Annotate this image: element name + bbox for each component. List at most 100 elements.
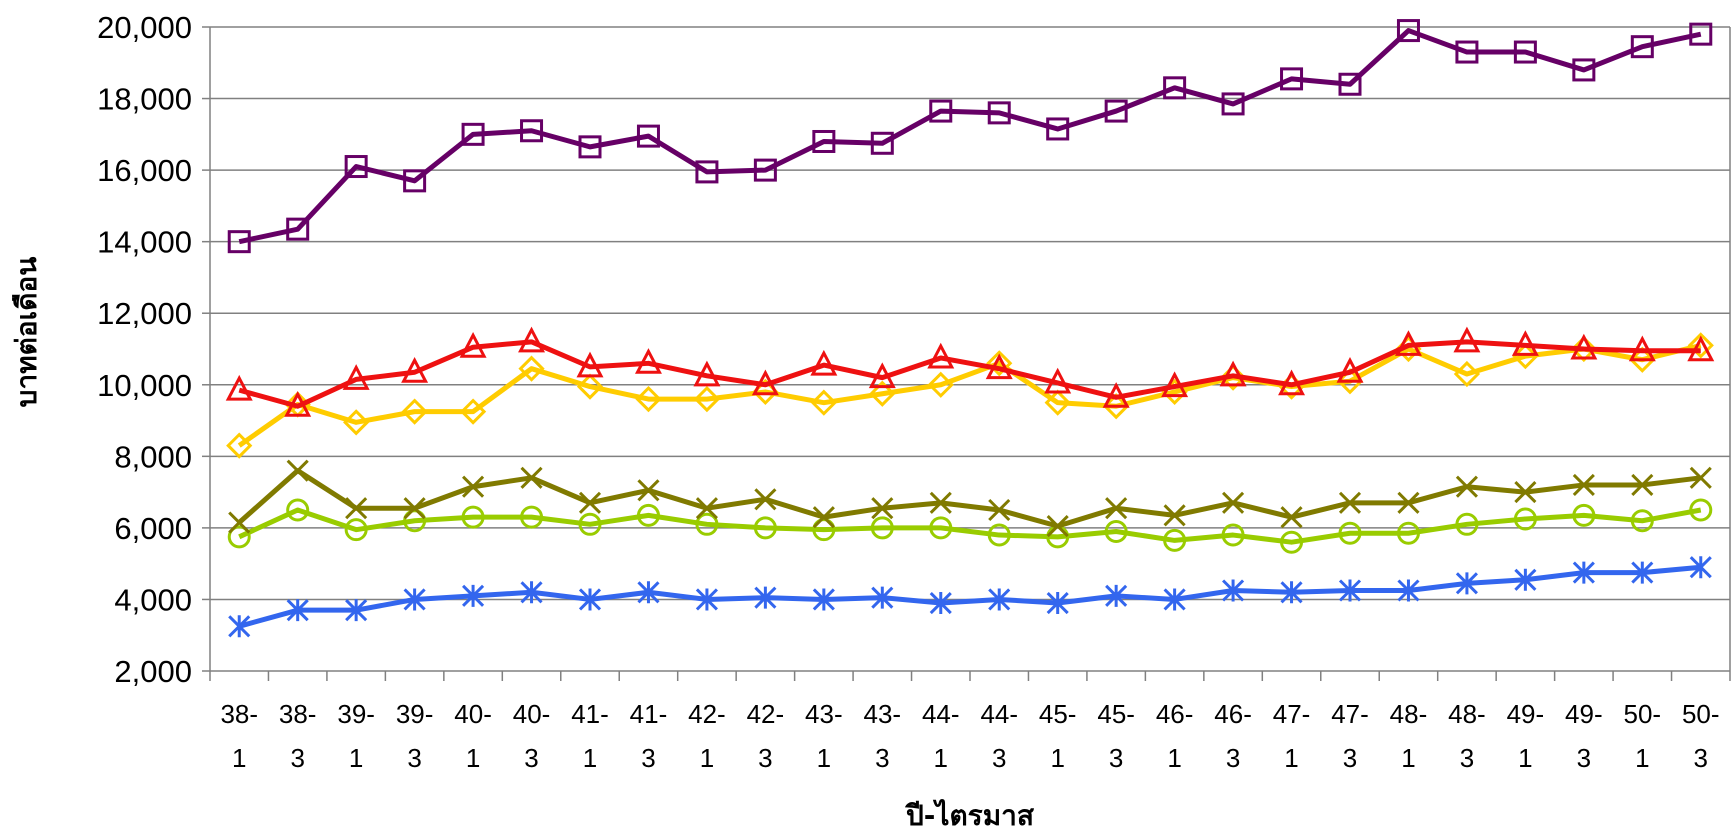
series-group [225, 19, 1715, 638]
data-point-marker [576, 373, 604, 400]
data-point-marker [1044, 367, 1072, 394]
x-tick-label-year: 38- [279, 699, 317, 729]
data-point-marker [1572, 58, 1596, 82]
x-tick-label-quarter: 3 [758, 743, 772, 773]
series-asterisk [228, 556, 1712, 638]
x-tick-label-year: 41- [571, 699, 609, 729]
data-point-marker [695, 512, 719, 536]
x-axis-title: ปี-ไตรมาส [904, 799, 1035, 832]
data-point-marker [459, 398, 487, 425]
x-tick-label-quarter: 3 [875, 743, 889, 773]
data-point-marker [1222, 579, 1245, 602]
data-point-marker [1338, 521, 1362, 545]
data-point-marker [1689, 556, 1712, 579]
data-point-marker [1689, 466, 1712, 489]
data-point-marker [1572, 473, 1595, 497]
x-tick-label-year: 42- [747, 699, 785, 729]
data-point-marker [1105, 497, 1128, 520]
x-tick-label-year: 45- [1097, 699, 1135, 729]
x-tick-label-year: 50- [1624, 699, 1662, 729]
data-point-marker [1104, 99, 1128, 123]
data-point-marker [462, 475, 485, 498]
data-point-marker [1280, 506, 1303, 529]
data-point-marker [345, 599, 368, 622]
x-tick-label-quarter: 1 [1518, 743, 1532, 773]
data-point-marker [1163, 504, 1186, 527]
x-tick-label-year: 41- [630, 699, 668, 729]
data-point-marker [1397, 491, 1420, 514]
y-tick-label: 18,000 [97, 82, 192, 117]
data-point-marker [578, 491, 602, 514]
x-tick-label-year: 46- [1156, 699, 1194, 729]
data-point-marker [985, 353, 1013, 380]
series-line [238, 564, 1701, 629]
data-point-marker [1689, 498, 1713, 522]
data-point-marker [870, 516, 894, 540]
x-tick-label-year: 43- [864, 699, 902, 729]
data-point-marker [403, 169, 427, 193]
x-tick-label-year: 39- [337, 699, 375, 729]
data-point-marker [1336, 368, 1364, 395]
data-point-marker [988, 498, 1011, 522]
data-point-marker [344, 518, 368, 542]
series-x [228, 459, 1712, 538]
data-point-marker [1570, 333, 1598, 360]
data-point-marker [810, 389, 837, 416]
data-point-marker [987, 101, 1011, 125]
data-point-marker [1394, 330, 1422, 356]
data-point-marker [401, 357, 429, 383]
data-point-marker [987, 523, 1011, 547]
data-point-marker [1219, 360, 1247, 387]
data-point-marker [754, 488, 777, 511]
data-point-marker [345, 497, 368, 520]
data-point-marker [518, 326, 546, 353]
data-point-marker [870, 131, 894, 155]
x-tick-label-quarter: 1 [583, 743, 597, 773]
data-point-marker [1103, 393, 1130, 420]
x-tick-label-year: 40- [454, 699, 492, 729]
x-tick-label-quarter: 3 [1109, 743, 1123, 773]
data-point-marker [1219, 364, 1247, 391]
series-line [238, 339, 1701, 409]
x-tick-label-quarter: 3 [1577, 743, 1591, 773]
y-tick-label: 2,000 [114, 654, 192, 689]
data-point-marker [1338, 72, 1362, 96]
x-tick-label-quarter: 1 [232, 743, 246, 773]
data-point-marker [754, 586, 777, 609]
data-point-marker [693, 360, 721, 387]
data-point-marker [929, 516, 953, 540]
data-point-marker [1628, 335, 1656, 362]
y-tick-label: 10,000 [97, 368, 192, 403]
x-tick-label-quarter: 1 [1167, 743, 1181, 773]
x-tick-label-year: 49- [1565, 699, 1603, 729]
y-tick-label: 16,000 [97, 153, 192, 188]
x-tick-label-quarter: 1 [349, 743, 363, 773]
data-point-marker [812, 518, 836, 542]
data-point-marker [695, 160, 719, 184]
data-point-marker [1161, 371, 1189, 398]
y-tick-label: 6,000 [114, 511, 192, 546]
data-point-marker [286, 498, 310, 522]
data-point-marker [636, 124, 660, 148]
x-tick-label-quarter: 3 [641, 743, 655, 773]
data-point-marker [988, 588, 1011, 611]
data-point-marker [1572, 561, 1595, 584]
x-tick-label-quarter: 3 [407, 743, 421, 773]
data-point-marker [286, 459, 309, 482]
data-point-marker [1396, 19, 1420, 43]
y-axis-title: บาทต่อเดือน [10, 257, 43, 408]
x-tick-label-year: 48- [1448, 699, 1486, 729]
data-point-marker [636, 503, 660, 527]
x-tick-label-quarter: 1 [934, 743, 948, 773]
data-point-marker [1278, 369, 1306, 396]
x-tick-label-quarter: 1 [1284, 743, 1298, 773]
y-tick-label: 20,000 [97, 10, 192, 45]
data-point-marker [1221, 523, 1245, 547]
x-tick-label-quarter: 1 [466, 743, 480, 773]
data-point-marker [1046, 117, 1070, 141]
gridlines [209, 26, 1731, 672]
data-point-marker [518, 355, 545, 382]
data-point-marker [1511, 330, 1539, 356]
data-point-marker [1222, 491, 1245, 514]
data-point-marker [868, 362, 896, 389]
